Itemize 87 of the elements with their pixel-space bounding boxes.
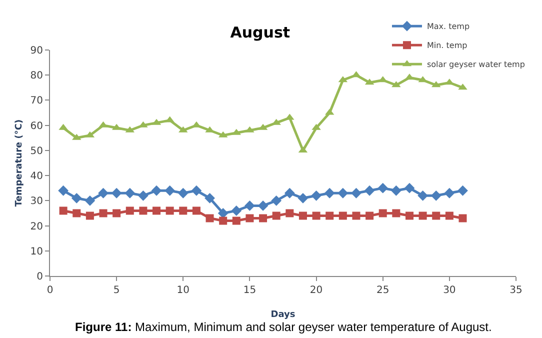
x-tick-label: 15 [243, 285, 256, 296]
point [84, 195, 96, 206]
x-tick-label: 5 [113, 285, 120, 296]
point [284, 188, 295, 198]
x-tick-label: 20 [310, 285, 323, 296]
point [418, 212, 427, 220]
point [206, 214, 214, 222]
point [126, 206, 134, 215]
point [232, 216, 240, 225]
point [404, 182, 415, 194]
y-tick-label: 30 [30, 196, 43, 208]
point [124, 188, 136, 198]
y-tick-label: 90 [30, 46, 43, 56]
point [72, 209, 81, 218]
point [392, 209, 400, 218]
point [298, 212, 307, 220]
point [364, 185, 375, 196]
point [246, 214, 254, 222]
point [312, 212, 320, 220]
point [98, 188, 108, 198]
caption: Figure 11: Maximum, Minimum and solar geyser water temperature of August. [75, 320, 492, 334]
point [138, 190, 148, 201]
point [179, 206, 188, 215]
point [58, 185, 69, 196]
point [204, 192, 215, 204]
point [351, 188, 362, 198]
y-tick-label: 10 [30, 246, 43, 258]
y-tick-label: 70 [30, 96, 43, 107]
y-tick-label: 50 [30, 146, 43, 157]
point [418, 190, 428, 201]
point [152, 206, 161, 215]
y-axis-title: Temperature (°C) [14, 119, 25, 207]
point [258, 200, 268, 211]
point [378, 209, 387, 218]
point [286, 209, 294, 218]
point [86, 212, 94, 220]
point [112, 209, 121, 218]
point [458, 214, 467, 222]
point [231, 206, 242, 216]
x-tick-label: 10 [176, 285, 190, 296]
legend-label: Max. temp [426, 22, 470, 32]
point [244, 200, 255, 211]
point [445, 212, 454, 220]
x-tick-label: 25 [376, 285, 390, 296]
point [164, 185, 176, 196]
point [111, 188, 122, 198]
point [432, 212, 440, 220]
y-tick-label: 80 [30, 70, 43, 82]
point [430, 190, 442, 201]
point [272, 212, 280, 220]
legend-label: Min. temp [426, 41, 468, 50]
point [338, 212, 347, 220]
point [378, 182, 388, 194]
point [166, 206, 174, 215]
point [151, 185, 162, 196]
x-tick-label: 30 [443, 285, 456, 296]
point [311, 190, 322, 201]
point [71, 192, 82, 204]
point [405, 212, 414, 220]
y-tick-label: 40 [30, 171, 43, 182]
point [324, 188, 335, 198]
point [458, 185, 468, 196]
point [99, 209, 108, 218]
point [390, 185, 402, 196]
point [192, 206, 200, 215]
point [191, 185, 202, 196]
x-tick-label: 35 [510, 285, 522, 296]
point [219, 216, 228, 225]
point [326, 212, 334, 220]
point [352, 212, 360, 220]
point [178, 188, 188, 198]
point [298, 192, 308, 204]
x-axis-title: Days [270, 310, 296, 320]
point [444, 188, 455, 198]
y-tick-label: 60 [30, 120, 43, 132]
y-tick-label: 20 [30, 221, 43, 232]
legend-label: solar geyser water temp [426, 60, 525, 70]
point [338, 188, 348, 198]
point [218, 208, 228, 218]
y-tick-label: 0 [36, 272, 43, 282]
point [271, 195, 282, 206]
chart-title: August [230, 24, 290, 42]
point [259, 214, 268, 222]
point [139, 206, 148, 215]
point [366, 212, 374, 220]
x-tick-label: 0 [46, 285, 54, 296]
point [59, 206, 68, 215]
